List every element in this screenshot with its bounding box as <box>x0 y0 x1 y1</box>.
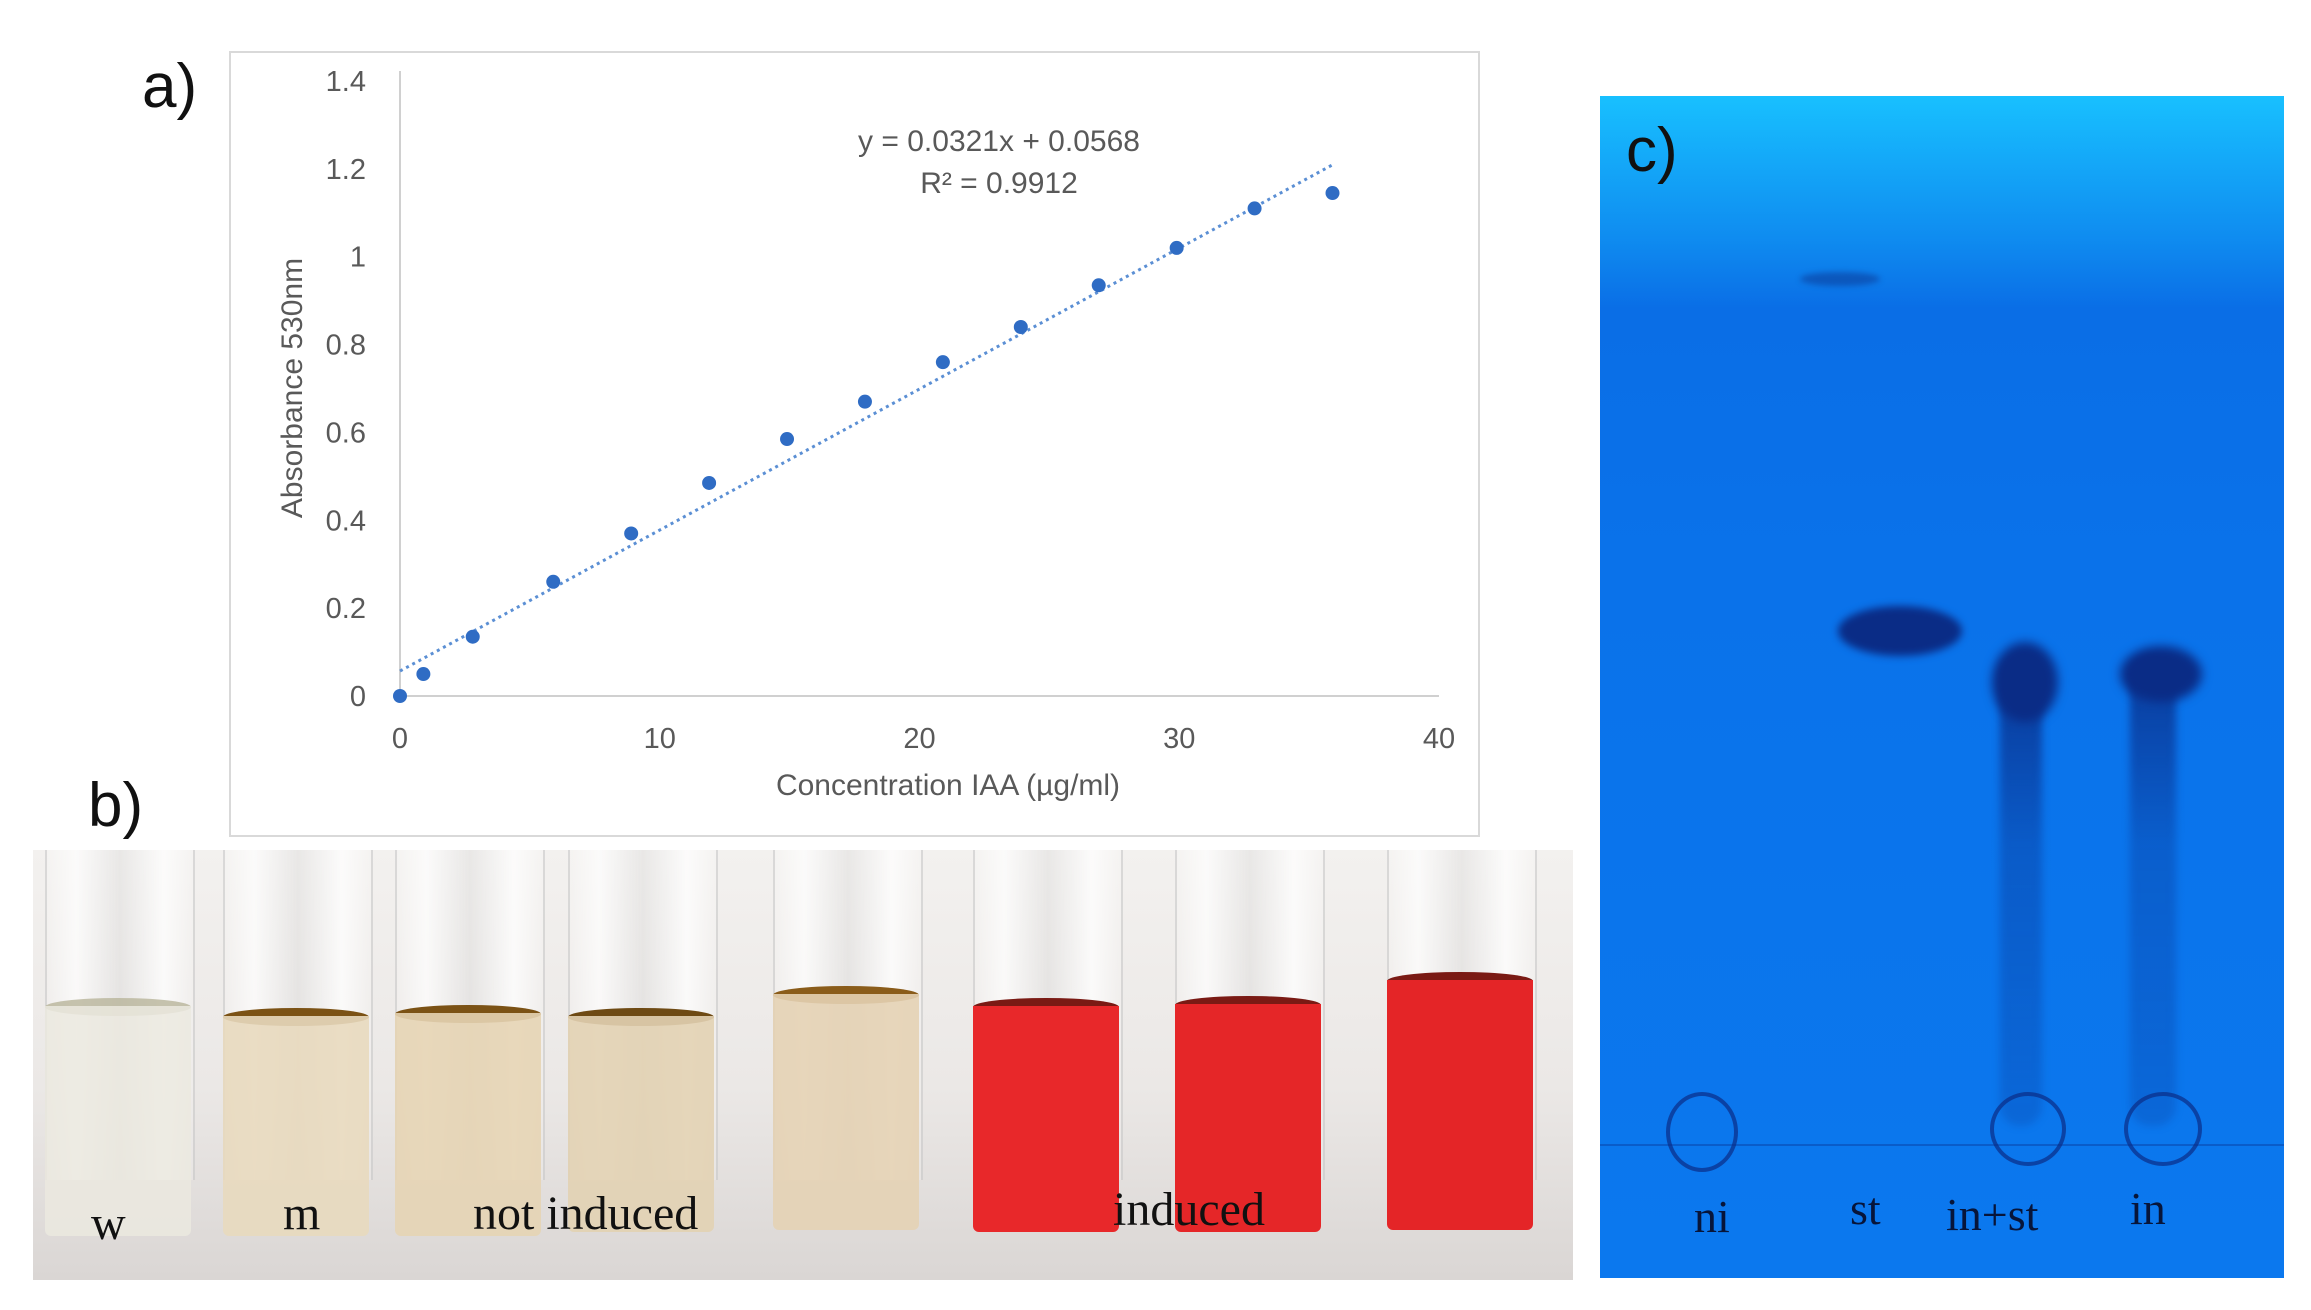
tube-water-liquid <box>45 1006 191 1236</box>
solvent-front <box>1800 272 1880 286</box>
data-point <box>935 355 950 370</box>
x-tick-label: 20 <box>903 723 935 755</box>
data-point <box>1325 186 1340 201</box>
y-tick-label: 0.8 <box>326 330 366 362</box>
y-tick-label: 0.6 <box>326 417 366 449</box>
panel-label-b: b) <box>88 771 144 840</box>
lane-label-in: in <box>2130 1183 2166 1234</box>
x-tick-label: 30 <box>1163 723 1195 755</box>
trendline-r-squared: R² = 0.9912 <box>920 167 1078 200</box>
data-point <box>416 667 431 682</box>
y-tick-label: 1.2 <box>326 154 366 186</box>
panel-label-a: a) <box>142 52 198 121</box>
panel-label-c: c) <box>1626 116 1678 185</box>
y-tick-label: 0.4 <box>326 505 366 537</box>
spot-in-st <box>1992 642 2058 722</box>
data-point <box>702 475 717 490</box>
data-points <box>393 186 1340 703</box>
tube-not-induced-1-liquid <box>395 1013 541 1236</box>
tube-induced-3-liquid <box>1387 980 1533 1230</box>
lane-label-in-st: in+st <box>1946 1189 2039 1240</box>
data-point <box>1169 240 1184 255</box>
x-axis-label: Concentration IAA (µg/ml) <box>776 769 1120 802</box>
spot-in-origin <box>2124 1092 2202 1166</box>
tube-medium-liquid <box>223 1016 369 1236</box>
tube-label-induced: induced <box>1113 1183 1265 1236</box>
tubes-photo: w m not induced induced <box>33 850 1573 1280</box>
x-tick-label: 0 <box>392 723 408 755</box>
data-point <box>465 629 480 644</box>
tube-label-w: w <box>91 1197 126 1250</box>
tube-not-induced-2-liquid <box>568 1016 714 1232</box>
data-point <box>1013 320 1028 334</box>
trendline-equation: y = 0.0321x + 0.0568 <box>858 125 1140 158</box>
spot-in-st-origin <box>1990 1092 2066 1166</box>
data-point <box>780 432 795 447</box>
x-tick-labels: 0 10 20 30 40 <box>392 723 1455 755</box>
x-tick-label: 40 <box>1423 723 1455 755</box>
streak-in <box>2130 656 2176 1126</box>
y-tick-label: 0.2 <box>326 593 366 625</box>
data-point <box>857 394 872 409</box>
calibration-chart: 0 0.2 0.4 0.6 0.8 1 1.2 1.4 0 10 20 30 40 y = 0.032… <box>276 66 1455 802</box>
chart-frame <box>229 51 1480 837</box>
y-axis-label: Absorbance 530nm <box>276 258 309 518</box>
tlc-baseline <box>1600 1144 2284 1146</box>
spot-in <box>2120 646 2202 702</box>
y-tick-label: 1 <box>350 242 366 274</box>
y-tick-label: 0 <box>350 681 366 713</box>
data-point <box>1247 201 1262 216</box>
data-point <box>1091 278 1106 293</box>
data-point <box>546 574 561 589</box>
spot-st <box>1838 606 1962 656</box>
data-point <box>624 526 639 541</box>
tube-label-m: m <box>283 1187 321 1240</box>
streak-in-st <box>2000 656 2042 1126</box>
y-tick-labels: 0 0.2 0.4 0.6 0.8 1 1.2 1.4 <box>326 66 366 713</box>
tube-induced-2-liquid <box>1175 1004 1321 1232</box>
tlc-plate: c) ni st in+st in <box>1600 96 2284 1278</box>
tube-label-not-induced: not induced <box>473 1187 699 1240</box>
data-point <box>393 689 407 703</box>
x-tick-label: 10 <box>644 723 676 755</box>
trendline <box>399 163 1334 673</box>
spot-ni-origin <box>1666 1092 1738 1172</box>
tube-induced-1-liquid <box>973 1006 1119 1232</box>
lane-label-ni: ni <box>1694 1191 1730 1242</box>
tube-not-induced-3-liquid <box>773 994 919 1230</box>
y-tick-label: 1.4 <box>326 66 366 98</box>
lane-label-st: st <box>1850 1183 1881 1234</box>
